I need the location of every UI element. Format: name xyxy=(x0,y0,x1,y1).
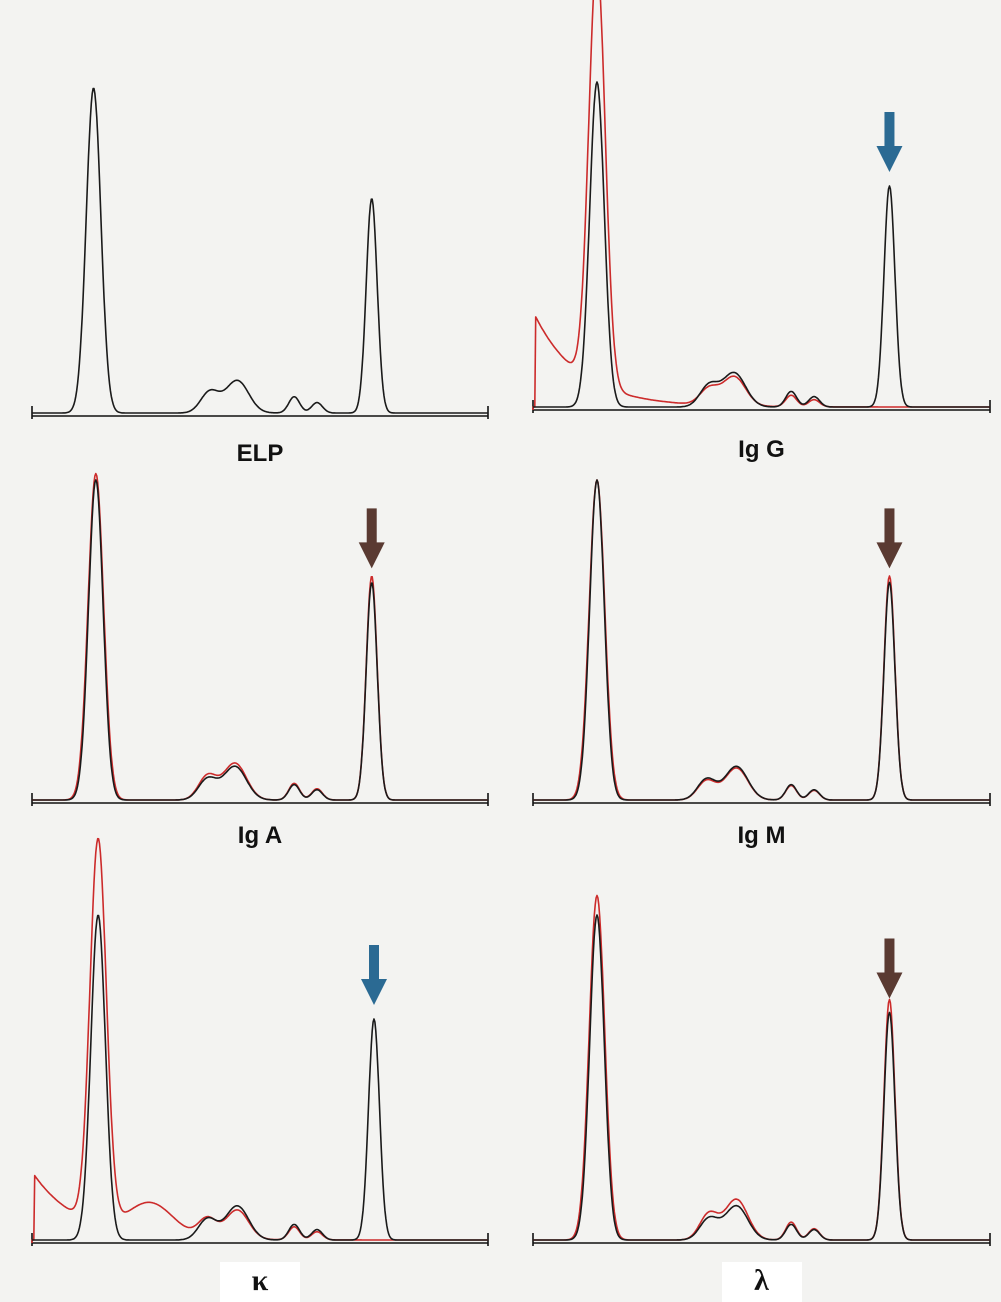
red-trace xyxy=(532,0,990,410)
panel-4 xyxy=(532,479,991,806)
panel-3 xyxy=(31,472,489,806)
panels xyxy=(31,0,991,1246)
panel-label: Ig G xyxy=(738,436,785,463)
panel-label: Ig M xyxy=(737,822,786,849)
panel-label: ELP xyxy=(236,440,284,467)
panel-2 xyxy=(532,0,991,413)
red-trace xyxy=(31,837,488,1243)
brown-arrow-icon xyxy=(876,508,903,569)
panel-6 xyxy=(532,894,991,1246)
panel-1 xyxy=(31,87,489,419)
label-background xyxy=(721,1262,802,1302)
black-trace xyxy=(32,87,488,414)
black-trace xyxy=(32,479,488,801)
black-trace xyxy=(533,914,990,1241)
panel-label: Ig A xyxy=(237,822,283,849)
panel-label: λ xyxy=(754,1264,769,1297)
label-background xyxy=(220,1262,300,1302)
black-trace xyxy=(533,81,990,408)
panel-5 xyxy=(31,837,489,1246)
black-trace xyxy=(32,914,488,1241)
blue-arrow-icon xyxy=(876,112,903,172)
brown-arrow-icon xyxy=(358,508,385,569)
black-trace xyxy=(533,479,990,801)
brown-arrow-icon xyxy=(876,938,903,999)
red-trace xyxy=(533,894,990,1241)
blue-arrow-icon xyxy=(361,945,387,1005)
panel-label: κ xyxy=(251,1264,269,1297)
